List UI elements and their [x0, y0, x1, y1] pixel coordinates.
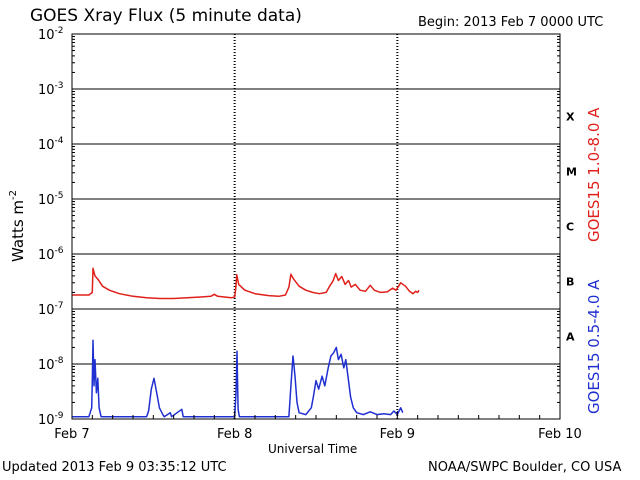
flare-class-label: B: [566, 276, 574, 289]
updated-timestamp: Updated 2013 Feb 9 03:35:12 UTC: [2, 460, 227, 475]
x-tick-label: Feb 7: [54, 427, 89, 442]
grid-lines: [72, 88, 560, 365]
flare-class-label: C: [566, 221, 574, 234]
y-tick-label: 10-7: [38, 301, 64, 318]
day-marker-lines: [233, 34, 399, 419]
y-tick-label: 10-9: [38, 411, 64, 428]
y-tick-label: 10-3: [38, 81, 64, 98]
x-tick-label: Feb 8: [217, 427, 252, 442]
y-tick-label: 10-8: [38, 356, 64, 373]
series-line-0: [72, 267, 420, 300]
x-tick-label: Feb 10: [538, 427, 582, 442]
y-tick-label: 10-4: [38, 136, 64, 153]
chart-title: GOES Xray Flux (5 minute data): [30, 6, 302, 26]
legend-series-long: GOES15 1.0-8.0 A: [585, 107, 603, 242]
credit-text: NOAA/SWPC Boulder, CO USA: [428, 460, 622, 475]
y-tick-label: 10-2: [38, 26, 64, 43]
flare-class-label: X: [566, 111, 575, 124]
flare-class-label: A: [566, 331, 575, 344]
y-axis-title: Watts m-2: [8, 190, 27, 262]
y-tick-label: 10-5: [38, 191, 64, 208]
x-tick-label: Feb 9: [380, 427, 415, 442]
begin-timestamp: Begin: 2013 Feb 7 0000 UTC: [418, 15, 604, 30]
series-line-1: [72, 339, 404, 418]
flare-class-labels: A B C M X: [566, 111, 577, 344]
series-layer: [72, 267, 420, 418]
y-tick-label: 10-6: [38, 246, 64, 263]
y-axis-ticks: 10-9 10-8 10-7 10-6 10-5 10-4 10-3 10-2: [38, 26, 560, 428]
legend-series-short: GOES15 0.5-4.0 A: [585, 279, 603, 414]
plot-frame: [71, 33, 561, 420]
x-axis-ticks: Feb 7 Feb 8 Feb 9 Feb 10: [54, 411, 582, 442]
x-axis-title: Universal Time: [268, 442, 358, 456]
flare-class-label: M: [566, 166, 577, 179]
